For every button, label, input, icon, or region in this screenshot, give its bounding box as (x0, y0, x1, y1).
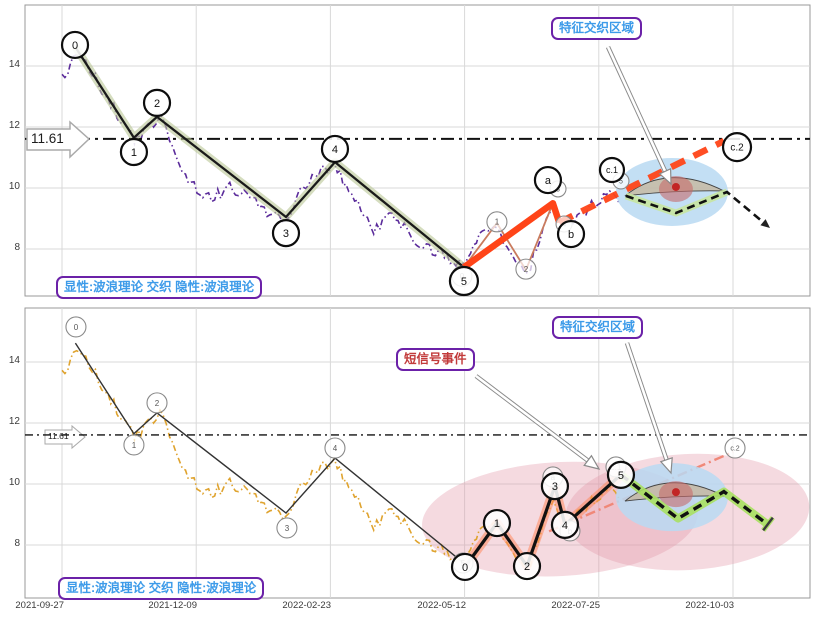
y-tick: 8 (14, 538, 20, 549)
wave-label-circle-4 (550, 510, 580, 539)
explicit-wave-bottom (74, 342, 465, 564)
feature-interweave-region-label-bottom: 特征交织区域 (552, 316, 644, 339)
wave-label-text-c.2: c.2 (730, 446, 739, 453)
wave-label-text-5: 5 (619, 179, 623, 186)
wave-label-text-0: 0 (72, 40, 78, 52)
region-leader-arrow-bottom-shaft (625, 342, 668, 461)
wave-label-text-4: 4 (332, 144, 338, 156)
y-tick: 8 (14, 242, 20, 253)
hline-value-label-bottom: 11.61 (48, 431, 69, 441)
wave-label-circle-5 (606, 460, 636, 489)
projection-v-top (625, 190, 769, 228)
wave-label-text-c.1: c.1 (606, 165, 618, 175)
wave-label-circle-5 (448, 265, 480, 297)
x-tick: 2021-09-27 (15, 600, 64, 611)
wave-label-circle-b (556, 219, 586, 249)
panel-border (24, 4, 811, 297)
x-tick: 2022-02-23 (282, 600, 331, 611)
wave-sublabel-circle-2 (146, 392, 168, 414)
green-projection-bottom (619, 473, 769, 526)
wave-sublabel-circle-1 (123, 434, 145, 456)
wave-sublabel-circle-c.2 (724, 437, 746, 459)
y-tick: 10 (8, 477, 20, 488)
hline-callout-arrow-bottom (44, 424, 86, 450)
region-leader-arrow-bottom-head (659, 456, 673, 475)
wave-label-text-0: 0 (74, 323, 79, 332)
legend-box-bottom: 显性:波浪理论 交织 隐性:波浪理论 (58, 577, 265, 600)
wave-label-text-3: 3 (556, 186, 560, 193)
wave-sublabel-circle-4 (324, 437, 346, 459)
wave-label-text-1: 1 (132, 441, 137, 450)
projection-endcap (762, 516, 774, 532)
wave-label-circle-c.1 (598, 156, 626, 184)
region-leader-arrow-top-head (658, 167, 672, 186)
hidden-wave-top (462, 200, 563, 270)
legend-box-top: 显性:波浪理论 交织 隐性:波浪理论 (56, 276, 263, 299)
wave-label-circle-a (533, 165, 563, 195)
interweave-center-dot (671, 488, 680, 497)
wave-label-text-3: 3 (283, 228, 289, 240)
y-tick: 14 (8, 59, 20, 70)
wave-label-text-4: 4 (562, 520, 568, 532)
y-tick: 12 (8, 416, 20, 427)
wave-label-circle-1 (482, 508, 512, 538)
explicit-wave-top (74, 46, 465, 269)
hline-value-label-top: 11.61 (31, 131, 64, 146)
wave-label-text-4: 4 (333, 444, 338, 453)
wave-label-text-5: 5 (618, 470, 624, 482)
wave-sublabel-circle-1 (486, 211, 508, 233)
wave-label-text-1: 1 (495, 218, 500, 227)
wave-label-circle-3 (271, 219, 301, 248)
wave-label-circle-0 (60, 30, 90, 60)
x-tick: 2021-12-09 (148, 600, 197, 611)
wave-label-text-2: 2 (524, 265, 529, 274)
wave-label-text-0: 0 (462, 562, 468, 574)
wave-label-text-2: 2 (155, 399, 160, 408)
wave-label-circle-2 (142, 88, 172, 118)
wave-sublabel-circle-2 (515, 258, 537, 280)
wave-label-text-c.2: c.2 (730, 143, 744, 154)
x-tick: 2022-10-03 (685, 600, 734, 611)
y-tick: 10 (8, 181, 20, 192)
wave-label-circle-3 (540, 472, 570, 501)
feature-interweave-region-label-top: 特征交织区域 (551, 17, 643, 40)
wave-label-text-1: 1 (494, 518, 500, 530)
wave-sublabel-circle-0 (65, 316, 87, 338)
y-tick: 14 (8, 355, 20, 366)
x-tick: 2022-05-12 (417, 600, 466, 611)
wave-label-text-1: 1 (131, 147, 137, 159)
projection-arrowhead-top (760, 219, 770, 228)
wave-label-text-2: 2 (524, 561, 530, 573)
wave-label-text-3: 3 (552, 481, 558, 493)
wave-label-text-b: b (568, 229, 574, 241)
wave-label-circle-1 (119, 137, 149, 167)
wave-label-circle-4 (320, 134, 350, 164)
hline-callout-arrow-top (26, 120, 91, 159)
signal-leader-arrow-shaft (475, 374, 589, 462)
hidden-wave-projection-top (557, 138, 726, 226)
short-signal-event-label: 短信号事件 (396, 348, 475, 371)
wave-label-circle-2 (512, 551, 542, 581)
x-tick: 2022-07-25 (551, 600, 600, 611)
wave-label-text-a: a (545, 175, 552, 187)
wave-sublabel-circle-3 (276, 517, 298, 539)
interweave-center-dot (671, 182, 680, 191)
region-leader-arrow-top-shaft (606, 46, 667, 172)
wave-label-text-3: 3 (285, 524, 290, 533)
wave-label-text-5: 5 (461, 276, 467, 288)
wave-label-circle-0 (450, 552, 480, 582)
wave-label-text-2: 2 (154, 98, 160, 110)
y-tick: 12 (8, 120, 20, 131)
wave-label-circle-c.2 (721, 132, 753, 163)
signal-leader-arrow-head (583, 454, 601, 470)
